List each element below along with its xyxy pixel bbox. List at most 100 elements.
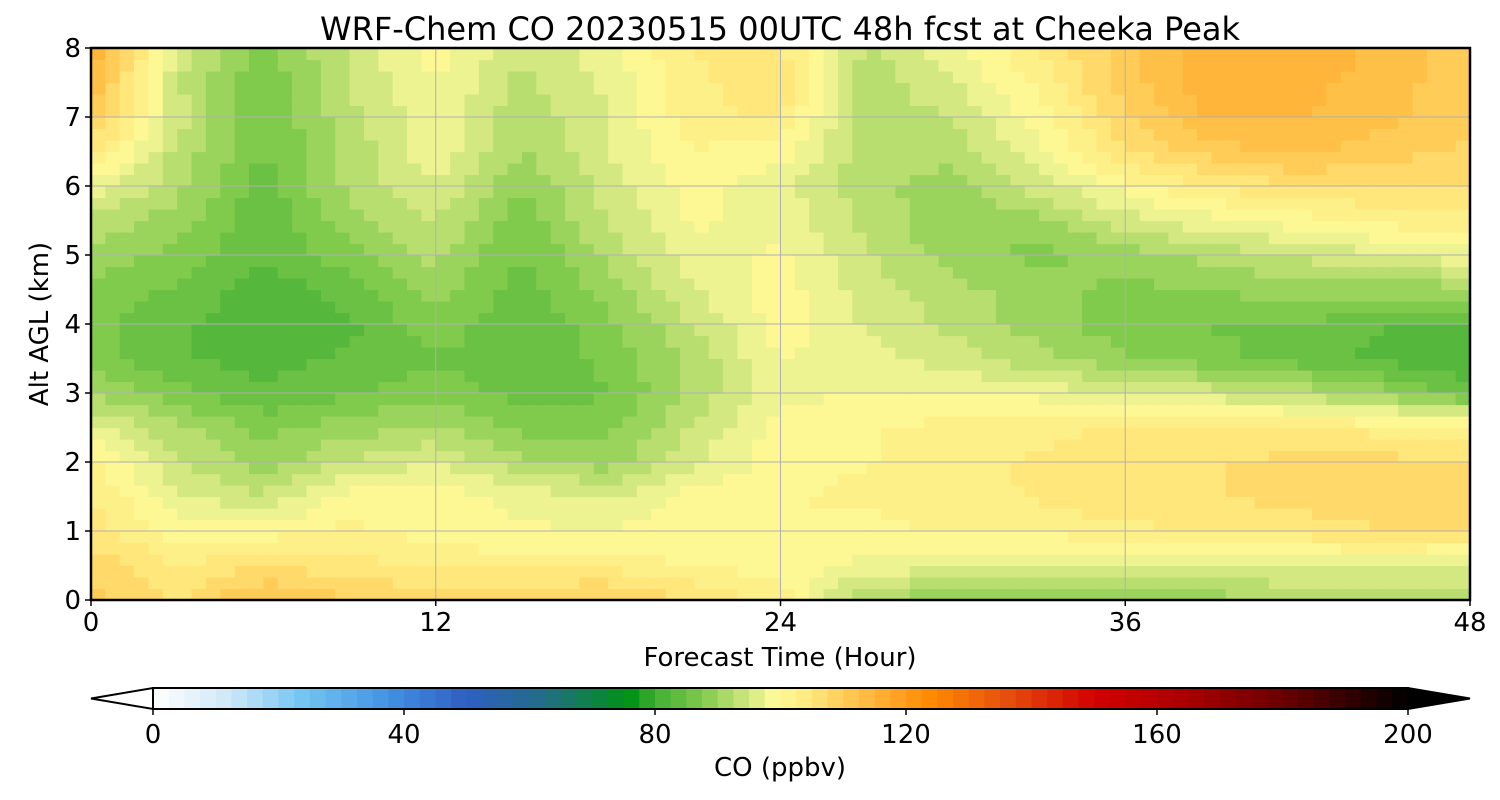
heat-cell xyxy=(162,105,178,118)
heat-cell xyxy=(995,347,1011,360)
heat-cell xyxy=(1211,508,1227,521)
heat-cell xyxy=(277,531,293,544)
heat-cell xyxy=(205,128,221,141)
heat-cell xyxy=(234,82,250,95)
heat-cell xyxy=(521,255,537,268)
colorbar-segment xyxy=(1125,688,1142,709)
heat-cell xyxy=(622,301,638,314)
heat-cell xyxy=(263,542,279,555)
heat-cell xyxy=(464,71,480,84)
heat-cell xyxy=(952,324,968,337)
heat-cell xyxy=(1383,255,1399,268)
heat-cell xyxy=(995,508,1011,521)
heat-cell xyxy=(105,588,121,600)
heat-cell xyxy=(320,462,336,475)
heat-cell xyxy=(349,358,365,371)
heat-cell xyxy=(909,209,925,222)
heat-cell xyxy=(1326,485,1342,498)
heat-cell xyxy=(91,255,106,268)
heat-cell xyxy=(177,358,193,371)
heat-cell xyxy=(1053,416,1069,429)
heat-cell xyxy=(895,174,911,187)
heat-cell xyxy=(119,416,135,429)
heat-cell xyxy=(1082,289,1098,302)
heat-cell xyxy=(1139,565,1155,578)
heat-cell xyxy=(665,439,681,452)
heat-cell xyxy=(1426,335,1442,348)
heat-cell xyxy=(723,220,738,233)
heat-cell xyxy=(837,542,853,555)
heat-cell xyxy=(665,565,681,578)
heat-cell xyxy=(435,48,451,61)
heat-cell xyxy=(909,565,925,578)
colorbar-tick-label: 0 xyxy=(145,720,162,750)
heat-cell xyxy=(1225,473,1241,486)
heat-cell xyxy=(593,82,609,95)
heat-cell xyxy=(737,496,753,509)
heat-cell xyxy=(1268,232,1284,245)
heat-cell xyxy=(766,140,782,153)
heat-cell xyxy=(1441,128,1457,141)
heat-cell xyxy=(249,542,264,555)
heat-cell xyxy=(1340,439,1356,452)
heat-cell xyxy=(277,151,293,164)
heat-cell xyxy=(1398,174,1414,187)
heat-cell xyxy=(1383,278,1399,291)
heat-cell xyxy=(694,48,710,61)
heat-cell xyxy=(1139,588,1155,600)
heat-cell xyxy=(421,128,437,141)
heat-cell xyxy=(249,439,264,452)
heat-cell xyxy=(320,186,336,199)
heat-cell xyxy=(320,163,336,176)
heat-cell xyxy=(320,151,336,164)
heat-cell xyxy=(866,209,882,222)
heat-cell xyxy=(1441,266,1457,279)
colorbar-segment xyxy=(1015,688,1032,709)
heat-cell xyxy=(1225,71,1241,84)
heat-cell xyxy=(1441,393,1457,406)
heat-cell xyxy=(694,117,710,130)
colorbar-segment xyxy=(200,688,217,709)
heat-cell xyxy=(234,140,250,153)
heat-cell xyxy=(320,82,336,95)
heat-cell xyxy=(1067,542,1083,555)
heat-cell xyxy=(521,450,537,463)
heat-cell xyxy=(249,565,264,578)
heat-cell xyxy=(780,519,796,532)
heat-cell xyxy=(1268,381,1284,394)
heat-cell xyxy=(636,232,652,245)
heat-cell xyxy=(579,209,595,222)
heat-cell xyxy=(1182,128,1198,141)
heat-cell xyxy=(981,381,997,394)
heat-cell xyxy=(91,393,106,406)
heat-cell xyxy=(263,519,279,532)
heat-cell xyxy=(1125,427,1141,440)
heat-cell xyxy=(780,577,796,590)
heat-cell xyxy=(148,278,164,291)
heat-cell xyxy=(1254,220,1270,233)
heat-cell xyxy=(1355,94,1371,107)
colorbar-segment xyxy=(341,688,358,709)
heat-cell xyxy=(1153,71,1169,84)
heat-cell xyxy=(521,220,537,233)
heat-cell xyxy=(1398,140,1414,153)
heat-cell xyxy=(1110,358,1126,371)
heat-cell xyxy=(1039,450,1055,463)
heat-cell xyxy=(105,565,121,578)
heat-cell xyxy=(1067,370,1083,383)
heat-cell xyxy=(407,393,422,406)
heat-cell xyxy=(1355,347,1371,360)
heat-cell xyxy=(1139,220,1155,233)
heat-cell xyxy=(1168,243,1184,256)
heat-cell xyxy=(579,186,595,199)
heat-cell xyxy=(249,197,264,210)
heat-cell xyxy=(1153,565,1169,578)
heat-cell xyxy=(105,186,121,199)
heat-cell xyxy=(608,577,624,590)
heat-cell xyxy=(249,243,264,256)
heat-cell xyxy=(363,140,379,153)
heat-cell xyxy=(1326,140,1342,153)
heat-cell xyxy=(177,301,193,314)
heat-cell xyxy=(1096,496,1112,509)
heat-cell xyxy=(234,324,250,337)
